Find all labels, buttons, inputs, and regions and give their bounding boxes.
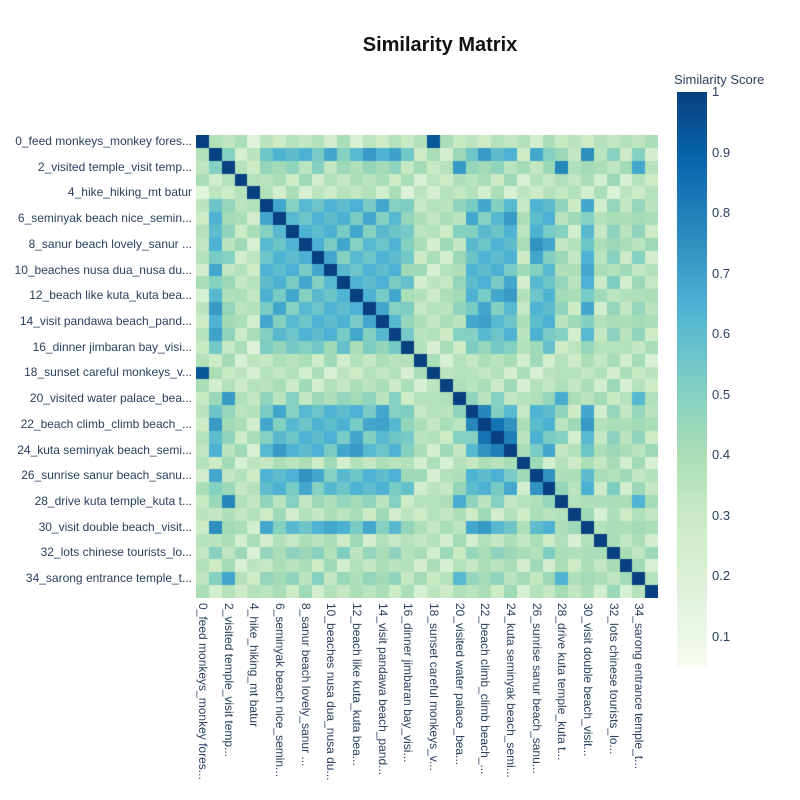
x-tick-label: 16_dinner jimbaran bay_visi... xyxy=(401,603,416,763)
colorbar-tick-label: 0.5 xyxy=(712,386,731,402)
y-tick-label: 26_sunrise sanur beach_sanu... xyxy=(21,468,192,483)
y-tick-label: 30_visit double beach_visit... xyxy=(38,519,192,534)
x-tick-label: 12_beach like kuta_kuta bea... xyxy=(349,603,364,766)
y-tick-label: 10_beaches nusa dua_nusa du... xyxy=(14,262,192,277)
y-tick-label: 8_sanur beach lovely_sanur ... xyxy=(28,236,192,251)
y-tick-label: 32_lots chinese tourists_lo... xyxy=(40,545,192,560)
x-tick-label: 32_lots chinese tourists_lo... xyxy=(606,603,621,755)
y-tick-label: 14_visit pandawa beach_pand... xyxy=(19,313,192,328)
colorbar-tick-label: 0.3 xyxy=(712,507,731,523)
y-tick-label: 22_beach climb_climb beach_... xyxy=(20,416,192,431)
colorbar-tick-label: 0.2 xyxy=(712,568,731,584)
colorbar-tick-label: 0.4 xyxy=(712,447,731,463)
x-tick-label: 28_drive kuta temple_kuta t... xyxy=(555,603,570,761)
x-tick-label: 8_sanur beach lovely_sanur ... xyxy=(298,603,313,767)
y-tick-label: 16_dinner jimbaran bay_visi... xyxy=(32,339,192,354)
colorbar-tick-label: 0.9 xyxy=(712,144,731,160)
y-tick-label: 28_drive kuta temple_kuta t... xyxy=(34,494,192,509)
y-tick-label: 0_feed monkeys_monkey fores... xyxy=(15,133,192,148)
x-tick-label: 6_seminyak beach nice_semin... xyxy=(272,603,287,778)
y-tick-label: 24_kuta seminyak beach_semi... xyxy=(17,442,192,457)
y-tick-label: 2_visited temple_visit temp... xyxy=(37,159,192,174)
colorbar-tick-label: 0.1 xyxy=(712,628,731,644)
colorbar-title: Similarity Score xyxy=(674,72,765,87)
y-tick-label: 18_sunset careful monkeys_v... xyxy=(24,365,192,380)
colorbar-tick-label: 0.7 xyxy=(712,265,731,281)
x-tick-label: 10_beaches nusa dua_nusa du... xyxy=(324,603,339,781)
x-tick-label: 26_sunrise sanur beach_sanu... xyxy=(529,603,544,774)
colorbar-gradient xyxy=(677,92,707,667)
y-tick-label: 20_visited water palace_bea... xyxy=(29,391,192,406)
x-tick-label: 4_hike_hiking_mt batur xyxy=(247,603,262,728)
x-tick-label: 18_sunset careful monkeys_v... xyxy=(426,603,441,771)
x-tick-label: 34_sarong entrance temple_t... xyxy=(632,603,647,770)
x-tick-label: 14_visit pandawa beach_pand... xyxy=(375,603,390,776)
x-tick-label: 0_feed monkeys_monkey fores... xyxy=(195,603,210,780)
x-tick-label: 30_visit double beach_visit... xyxy=(580,603,595,757)
y-tick-label: 6_seminyak beach nice_semin... xyxy=(17,211,192,226)
y-tick-label: 4_hike_hiking_mt batur xyxy=(67,185,192,200)
heatmap-canvas[interactable] xyxy=(196,135,658,598)
colorbar-tick-label: 0.8 xyxy=(712,205,731,221)
x-tick-label: 24_kuta seminyak beach_semi... xyxy=(503,603,518,778)
x-tick-label: 22_beach climb_climb beach_... xyxy=(478,603,493,775)
colorbar-tick-label: 0.6 xyxy=(712,326,731,342)
colorbar-tick-label: 1 xyxy=(712,84,720,99)
x-tick-label: 20_visited water palace_bea... xyxy=(452,603,467,766)
page-title: Similarity Matrix xyxy=(362,34,518,56)
y-tick-label: 12_beach like kuta_kuta bea... xyxy=(29,288,192,303)
y-tick-label: 34_sarong entrance temple_t... xyxy=(25,571,192,586)
x-tick-label: 2_visited temple_visit temp... xyxy=(221,603,236,758)
